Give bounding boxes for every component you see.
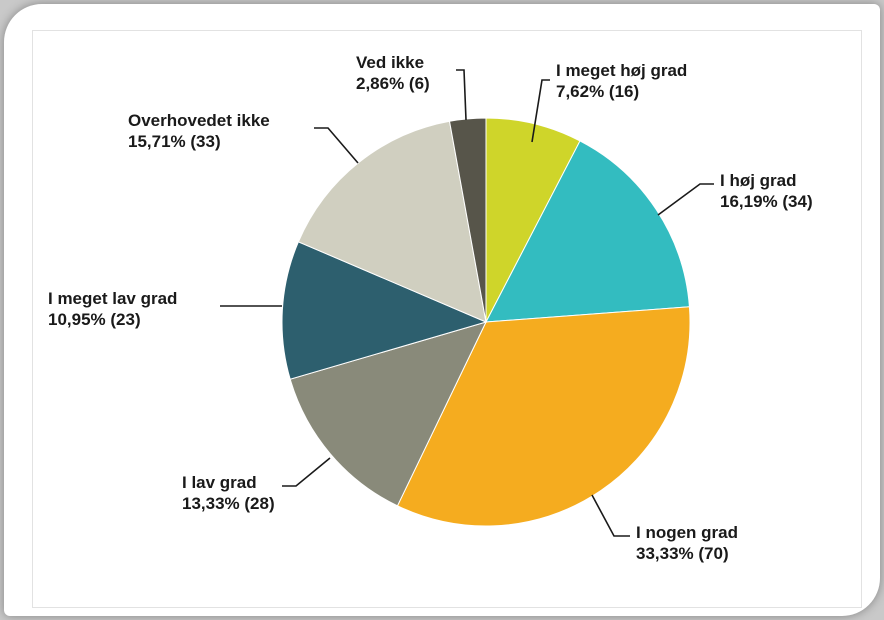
slice-value-label: 33,33% (70) <box>636 544 729 563</box>
slice-label: I høj grad <box>720 171 797 190</box>
slice-value-label: 2,86% (6) <box>356 74 430 93</box>
leader-lines <box>220 69 714 537</box>
slice-value-label: 15,71% (33) <box>128 132 221 151</box>
pie-slice-overhovedet-ikke <box>297 120 487 323</box>
leader-line <box>531 79 550 143</box>
slice-label: Ved ikke <box>356 53 424 72</box>
slice-label: I nogen grad <box>636 523 738 542</box>
pie-slice-i-nogen-grad <box>396 306 691 527</box>
slice-label: Overhovedet ikke <box>128 111 270 130</box>
slice-value-label: 7,62% (16) <box>556 82 639 101</box>
slice-label: I lav grad <box>182 473 257 492</box>
slice-value-label: 10,95% (23) <box>48 310 141 329</box>
slice-label: I meget lav grad <box>48 289 177 308</box>
pie-slice-i-meget-lav-grad <box>281 241 488 380</box>
leader-line <box>282 457 331 487</box>
pie-slice-i-lav-grad <box>289 321 487 507</box>
slice-labels: I meget høj grad 7,62% (16) I høj grad 16,1… <box>48 53 813 563</box>
slice-value-label: 13,33% (28) <box>182 494 275 513</box>
leader-line <box>456 69 467 121</box>
slice-label: I meget høj grad <box>556 61 687 80</box>
leader-line <box>657 183 714 216</box>
leader-line <box>591 494 630 537</box>
leader-line <box>314 127 359 164</box>
pie-slice-i-h-j-grad <box>485 140 690 323</box>
slice-value-label: 16,19% (34) <box>720 192 813 211</box>
pie-slice-ved-ikke <box>448 117 487 323</box>
pie-slices <box>281 117 691 527</box>
